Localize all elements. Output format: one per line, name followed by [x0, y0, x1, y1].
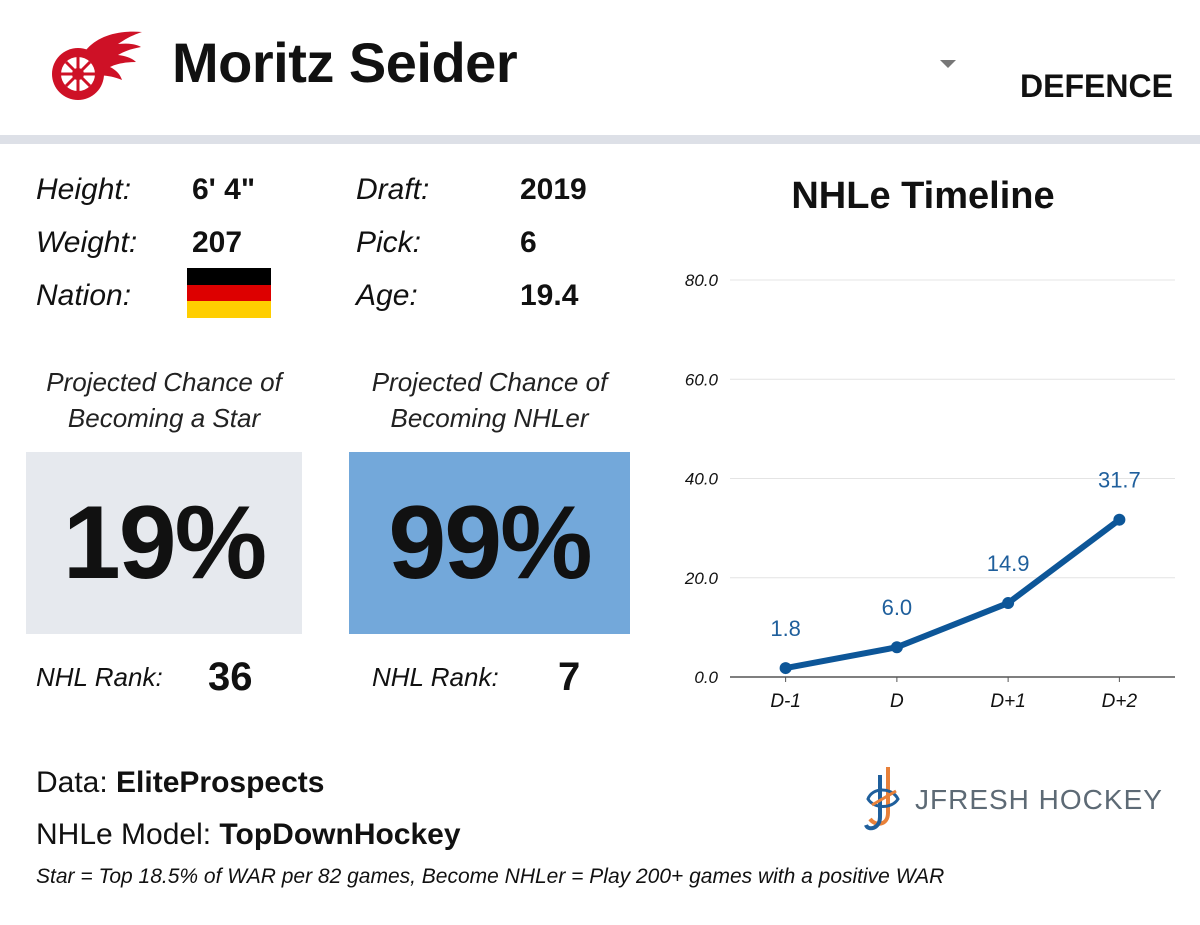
header-divider — [0, 135, 1200, 144]
data-label: 1.8 — [770, 616, 801, 641]
nhler-title-line2: Becoming NHLer — [390, 403, 589, 433]
nhler-projection-title: Projected Chance of Becoming NHLer — [349, 364, 630, 436]
model-source-line: NHLe Model: TopDownHockey — [36, 818, 461, 852]
chart-title: NHLe Timeline — [791, 175, 1055, 217]
player-position: DEFENCE — [1020, 68, 1173, 104]
draft-value: 2019 — [520, 173, 587, 206]
weight-label: Weight: — [36, 226, 138, 259]
pick-label: Pick: — [356, 226, 422, 259]
age-label: Age: — [356, 279, 418, 312]
series-line — [782, 516, 1123, 672]
x-tick-label: D+1 — [990, 691, 1025, 712]
star-title-line1: Projected Chance of — [46, 367, 282, 397]
y-tick-label: 40.0 — [685, 470, 719, 489]
y-tick-label: 80.0 — [685, 271, 719, 290]
star-rank-value: 36 — [208, 655, 253, 699]
nhler-title-line1: Projected Chance of — [371, 367, 608, 397]
data-point — [779, 662, 792, 675]
nhler-rank-label: NHL Rank: — [372, 662, 499, 692]
data-label: 31.7 — [1098, 468, 1141, 493]
nhler-rank-value: 7 — [558, 655, 581, 699]
data-source-prefix: Data: — [36, 766, 117, 799]
star-rank-label: NHL Rank: — [36, 662, 163, 692]
draft-label: Draft: — [356, 173, 430, 206]
y-tick-label: 20.0 — [684, 569, 719, 588]
height-label: Height: — [36, 173, 132, 206]
x-tick-label: D-1 — [770, 691, 801, 712]
y-tick-label: 0.0 — [694, 668, 718, 687]
dropdown-caret-icon[interactable] — [940, 60, 956, 68]
data-label: 6.0 — [882, 595, 913, 620]
jfresh-hockey-logo-icon — [862, 765, 906, 837]
x-tick-label: D — [890, 691, 904, 712]
data-point — [890, 641, 903, 654]
model-source-name: TopDownHockey — [219, 818, 461, 851]
brand-name: JFRESH HOCKEY — [915, 784, 1163, 815]
pick-value: 6 — [520, 226, 537, 259]
star-projection-title: Projected Chance of Becoming a Star — [26, 364, 302, 436]
weight-value: 207 — [192, 226, 243, 259]
player-name: Moritz Seider — [172, 31, 518, 94]
red-wings-logo-icon — [46, 28, 146, 104]
data-point — [1002, 597, 1015, 610]
footnote: Star = Top 18.5% of WAR per 82 games, Be… — [36, 865, 945, 888]
nhler-probability-box: 99% — [349, 452, 630, 634]
data-label: 14.9 — [987, 551, 1030, 576]
model-source-prefix: NHLe Model: — [36, 818, 220, 851]
nation-label: Nation: — [36, 279, 132, 312]
star-probability-box: 19% — [26, 452, 302, 634]
y-tick-label: 60.0 — [685, 370, 719, 389]
x-tick-label: D+2 — [1102, 691, 1138, 712]
data-source-line: Data: EliteProspects — [36, 766, 324, 800]
star-probability-value: 19% — [62, 484, 267, 601]
nhle-line-chart: 0.0 20.0 40.0 60.0 80.0 D-1 D D+1 D+2 1.8 6.0 14.9 3… — [684, 271, 1175, 712]
data-source-name: EliteProspects — [116, 766, 325, 799]
height-value: 6' 4" — [192, 173, 256, 206]
age-value: 19.4 — [520, 279, 579, 312]
nhler-probability-value: 99% — [388, 484, 592, 601]
data-point — [1113, 513, 1126, 526]
star-title-line2: Becoming a Star — [67, 403, 261, 433]
germany-flag-icon — [187, 268, 271, 318]
